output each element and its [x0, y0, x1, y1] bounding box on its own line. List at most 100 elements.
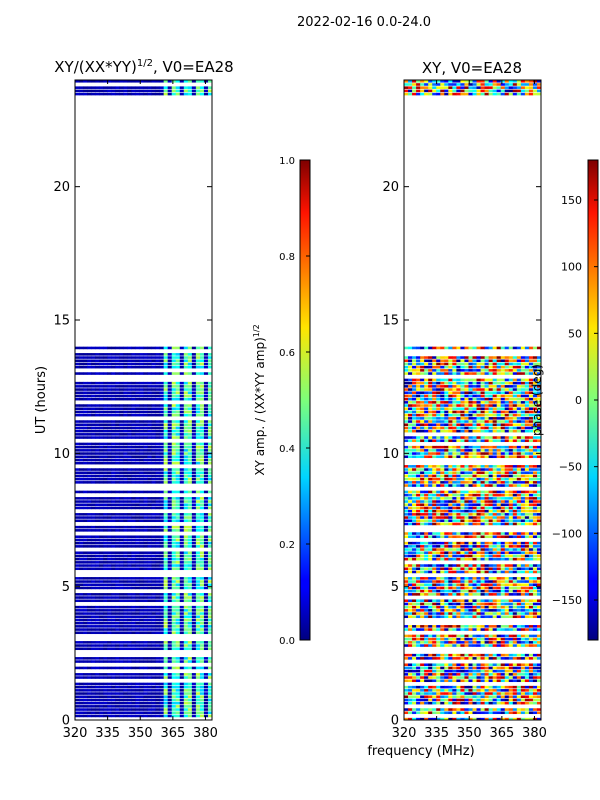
heatmap-cell [135, 407, 140, 411]
heatmap-cell [163, 455, 169, 459]
heatmap-cell [488, 413, 494, 417]
heatmap-cell [103, 92, 108, 96]
heatmap-cell [480, 452, 485, 455]
heatmap-cell [119, 621, 124, 625]
heatmap-cell [107, 385, 112, 388]
heatmap-cell [95, 673, 100, 676]
heatmap-cell [159, 557, 165, 561]
heatmap-cell [79, 644, 84, 647]
heatmap-cell [151, 618, 156, 622]
heatmap-cell [460, 465, 465, 468]
heatmap-cell [436, 503, 441, 507]
heatmap-cell [480, 474, 485, 478]
heatmap-cell [500, 391, 506, 395]
heatmap-cell [464, 465, 469, 468]
heatmap-cell [444, 346, 449, 350]
heatmap-cell [524, 391, 530, 395]
heatmap-cell [119, 503, 124, 507]
heatmap-cell [179, 413, 185, 417]
heatmap-cell [191, 631, 197, 635]
heatmap-cell [155, 433, 161, 436]
heatmap-cell [448, 401, 453, 404]
heatmap-cell [500, 503, 506, 507]
heatmap-cell [131, 682, 136, 686]
heatmap-cell [484, 541, 490, 545]
heatmap-cell [191, 423, 197, 427]
heatmap-cell [103, 525, 108, 529]
heatmap-cell [83, 410, 88, 414]
heatmap-cell [516, 436, 522, 439]
heatmap-cell [520, 359, 526, 363]
heatmap-cell [175, 468, 181, 471]
heatmap-cell [203, 385, 209, 388]
heatmap-cell [444, 490, 449, 494]
heatmap-cell [203, 394, 209, 398]
heatmap-cell [107, 596, 112, 599]
heatmap-cell [99, 89, 104, 93]
heatmap-cell [171, 497, 177, 500]
heatmap-cell [191, 618, 197, 622]
heatmap-cell [75, 625, 80, 628]
heatmap-cell [127, 695, 132, 699]
heatmap-cell [516, 465, 522, 468]
heatmap-cell [175, 554, 181, 558]
heatmap-cell [436, 426, 441, 430]
heatmap-cell [75, 714, 80, 718]
heatmap-cell [179, 692, 185, 695]
heatmap-cell [147, 599, 152, 603]
heatmap-cell [412, 513, 417, 516]
heatmap-cell [83, 80, 88, 83]
heatmap-cell [484, 471, 490, 475]
heatmap-cell [480, 423, 485, 427]
heatmap-cell [135, 682, 140, 686]
heatmap-cell [524, 423, 530, 427]
heatmap-cell [444, 420, 449, 423]
heatmap-cell [532, 474, 538, 478]
heatmap-cell [111, 525, 116, 529]
heatmap-cell [159, 407, 165, 411]
heatmap-cell [139, 481, 144, 484]
heatmap-cell [516, 429, 522, 433]
heatmap-cell [432, 385, 437, 388]
heatmap-cell [195, 577, 201, 580]
heatmap-cell [484, 404, 490, 407]
heatmap-cell [87, 551, 92, 555]
heatmap-cell [83, 468, 88, 471]
heatmap-cell [147, 593, 152, 596]
heatmap-cell [448, 519, 453, 523]
heatmap-cell [440, 497, 445, 500]
heatmap-cell [87, 468, 92, 471]
heatmap-cell [476, 413, 481, 417]
heatmap-cell [171, 86, 177, 89]
heatmap-cell [155, 657, 161, 660]
heatmap-cell [416, 493, 421, 497]
heatmap-cell [183, 625, 189, 628]
heatmap-cell [536, 413, 541, 417]
heatmap-cell [528, 541, 534, 545]
heatmap-cell [123, 644, 128, 647]
heatmap-cell [131, 692, 136, 695]
heatmap-cell [412, 429, 417, 433]
heatmap-cell [448, 365, 453, 369]
heatmap-cell [191, 609, 197, 612]
heatmap-cell [123, 449, 128, 452]
heatmap-cell [484, 484, 490, 487]
heatmap-cell [115, 596, 120, 599]
heatmap-cell [516, 532, 522, 535]
heatmap-cell [79, 535, 84, 539]
heatmap-cell [147, 615, 152, 619]
heatmap-cell [492, 509, 498, 513]
heatmap-cell [440, 471, 445, 475]
heatmap-cell [167, 490, 173, 494]
heatmap-cell [163, 80, 169, 83]
heatmap-cell [163, 554, 169, 558]
heatmap-cell [476, 426, 481, 430]
heatmap-cell [75, 545, 80, 548]
heatmap-cell [171, 449, 177, 452]
heatmap-cell [416, 417, 421, 420]
heatmap-cell [83, 407, 88, 411]
heatmap-cell [99, 599, 104, 603]
heatmap-cell [143, 365, 148, 369]
heatmap-cell [159, 714, 165, 718]
heatmap-cell [167, 631, 173, 635]
